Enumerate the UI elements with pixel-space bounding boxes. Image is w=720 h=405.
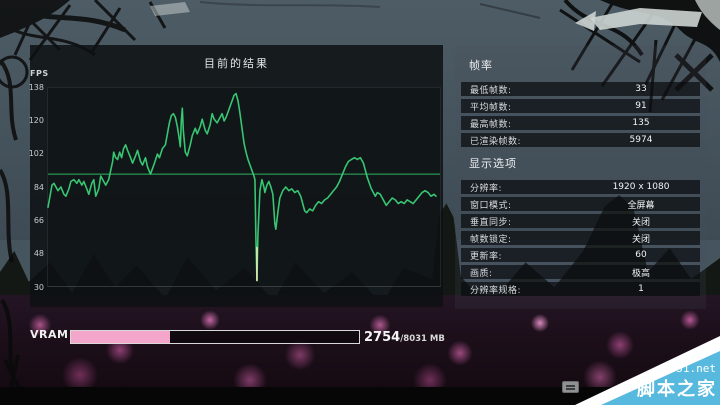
y-tick-label: 138 xyxy=(28,82,44,92)
stats-column: 帧率 最低帧数: 33 平均帧数: 91 最高帧数: 135 已渲染帧数: 5974 显示选项… xyxy=(455,45,706,309)
y-axis-unit-label: FPS xyxy=(30,69,49,78)
stat-value: 极高 xyxy=(631,268,650,279)
fps-line-chart xyxy=(47,87,441,287)
chart-title: 目前的结果 xyxy=(204,57,269,70)
stat-row: 帧数锁定: 关闭 xyxy=(461,231,700,245)
stat-label: 画质: xyxy=(470,268,493,279)
stat-value: 关闭 xyxy=(631,217,650,228)
frame-rate-section-header: 帧率 xyxy=(469,59,493,72)
stat-label: 分辨率规格: xyxy=(470,285,522,296)
stat-row: 分辨率: 1920 x 1080 xyxy=(461,180,700,194)
y-tick-label: 48 xyxy=(33,249,44,259)
stat-value: 1 xyxy=(638,284,644,294)
display-options-rows: 分辨率: 1920 x 1080 窗口模式: 全屏幕 垂直同步: 关闭 帧数锁定: 关闭 更新率… xyxy=(455,180,706,296)
stat-value: 关闭 xyxy=(631,234,650,245)
stat-label: 分辨率: xyxy=(470,183,503,194)
vram-used-value: 2754 xyxy=(364,330,401,345)
stat-label: 帧数锁定: xyxy=(470,234,512,245)
vram-usage-fill xyxy=(71,331,170,343)
stat-row: 已渲染帧数: 5974 xyxy=(461,133,700,147)
stat-label: 最低帧数: xyxy=(470,85,512,96)
benchmark-result-panel: 目前的结果 FPS 138 120 102 84 66 48 30 xyxy=(29,45,443,307)
y-tick-label: 102 xyxy=(28,149,44,159)
stat-label: 已渲染帧数: xyxy=(470,136,522,147)
y-tick-label: 120 xyxy=(28,115,44,125)
stat-value: 33 xyxy=(635,84,647,94)
vram-usage-bar xyxy=(70,330,360,344)
y-tick-label: 66 xyxy=(33,215,44,225)
watermark-name-text: 脚本之家 xyxy=(637,379,717,400)
stat-row: 最低帧数: 33 xyxy=(461,82,700,96)
watermark-site-text: jb51.net xyxy=(663,362,716,375)
y-axis-ticks: 138 120 102 84 66 48 30 xyxy=(29,83,45,292)
stat-label: 垂直同步: xyxy=(470,217,512,228)
stat-row: 更新率: 60 xyxy=(461,248,700,262)
stat-value: 全屏幕 xyxy=(627,200,655,211)
stat-row: 最高帧数: 135 xyxy=(461,116,700,130)
input-hint-icon[interactable] xyxy=(562,381,579,393)
stat-value: 5974 xyxy=(629,135,653,145)
y-tick-label: 84 xyxy=(33,182,44,192)
vram-usage-text: 2754/8031 MB xyxy=(364,326,445,345)
fps-chart-svg xyxy=(47,92,440,282)
fps-polyline xyxy=(47,92,437,282)
stat-value: 1920 x 1080 xyxy=(612,182,670,192)
y-tick-label: 30 xyxy=(33,282,44,292)
display-options-section-header: 显示选项 xyxy=(469,157,517,170)
stat-row: 平均帧数: 91 xyxy=(461,99,700,113)
stat-label: 平均帧数: xyxy=(470,102,512,113)
stat-row: 画质: 极高 xyxy=(461,265,700,279)
letterbox-bar xyxy=(0,387,720,405)
vram-label: VRAM xyxy=(30,328,69,341)
stat-row: 垂直同步: 关闭 xyxy=(461,214,700,228)
stat-value: 135 xyxy=(632,118,650,128)
stat-label: 窗口模式: xyxy=(470,200,512,211)
stat-row: 分辨率规格: 1 xyxy=(461,282,700,296)
stat-value: 60 xyxy=(635,250,647,260)
vram-total-value: /8031 MB xyxy=(400,334,445,344)
stat-label: 最高帧数: xyxy=(470,119,512,130)
frame-rate-rows: 最低帧数: 33 平均帧数: 91 最高帧数: 135 已渲染帧数: 5974 xyxy=(455,82,706,147)
stat-value: 91 xyxy=(635,101,647,111)
stat-label: 更新率: xyxy=(470,251,503,262)
stat-row: 窗口模式: 全屏幕 xyxy=(461,197,700,211)
